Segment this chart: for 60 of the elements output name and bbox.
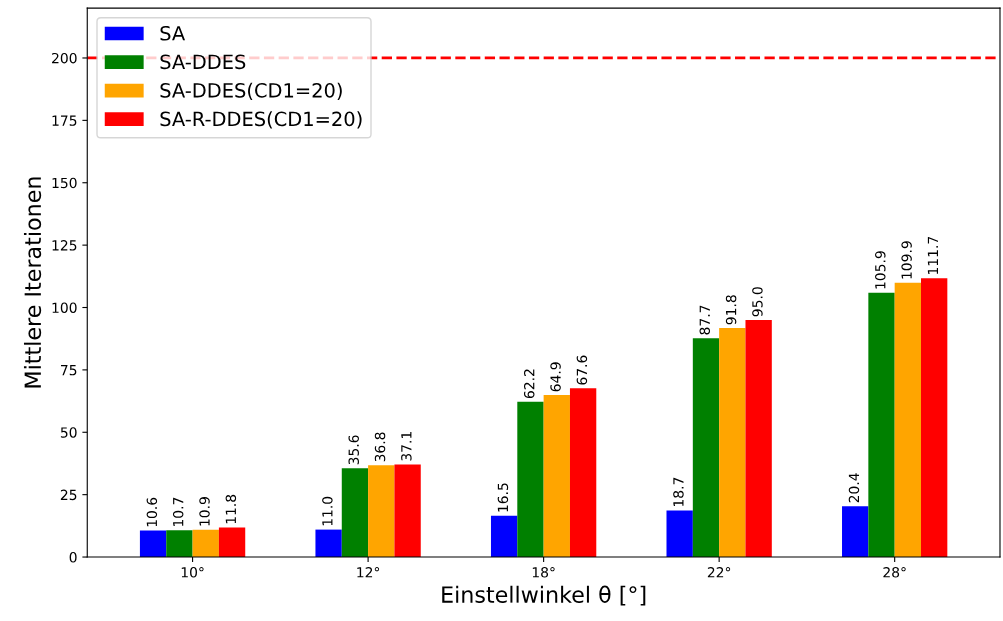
legend-label: SA <box>160 25 186 41</box>
data-label: 91.8 <box>725 295 737 325</box>
y-tick-label: 100 <box>52 302 77 313</box>
bar <box>517 401 544 558</box>
bar <box>842 506 869 558</box>
x-tick-label: 12° <box>357 567 380 578</box>
bar <box>745 319 772 558</box>
bar <box>341 468 369 558</box>
y-tick-label: 150 <box>52 177 77 189</box>
y-tick-label: 50 <box>60 427 77 438</box>
data-label: 20.4 <box>848 473 860 503</box>
data-label: 111.7 <box>927 236 938 275</box>
bar <box>218 527 246 558</box>
data-label: 18.7 <box>673 477 684 507</box>
bar <box>368 465 395 558</box>
y-axis-title: Mittlere Iterationen <box>23 177 42 388</box>
y-tick-label: 125 <box>52 240 77 251</box>
data-label: 64.9 <box>550 362 561 392</box>
legend-label: SA-DDES(CD1=20) <box>160 82 342 100</box>
legend-label: SA-R-DDES(CD1=20) <box>160 111 362 129</box>
y-tick-label: 25 <box>60 489 77 501</box>
legend-label: SA-DDES <box>160 54 246 70</box>
data-label: 10.6 <box>146 497 158 527</box>
data-label: 105.9 <box>875 251 886 289</box>
data-label: 10.9 <box>199 497 210 526</box>
x-axis-title: Einstellwinkel θ [°] <box>442 585 646 606</box>
data-label: 36.8 <box>374 432 386 462</box>
bar <box>719 327 746 558</box>
bar <box>192 529 219 558</box>
bar <box>921 278 948 558</box>
data-label: 11.0 <box>322 496 333 526</box>
data-label: 62.2 <box>523 369 535 399</box>
bar <box>394 464 421 558</box>
y-tick-label: 75 <box>61 365 77 376</box>
bar <box>692 338 720 558</box>
y-tick-label: 200 <box>52 52 77 64</box>
data-label: 95.0 <box>752 287 763 317</box>
data-label: 11.8 <box>225 494 237 524</box>
data-label: 67.6 <box>576 355 588 385</box>
x-tick-label: 28° <box>883 567 906 578</box>
y-tick-label: 175 <box>52 115 77 126</box>
x-tick-label: 10° <box>181 567 204 578</box>
bar <box>894 282 921 558</box>
data-label: 87.7 <box>699 305 711 335</box>
bar <box>569 388 597 558</box>
bar <box>490 515 518 558</box>
bar <box>543 395 570 558</box>
bar <box>315 529 342 558</box>
data-label: 37.1 <box>401 432 412 461</box>
y-tick-label: 0 <box>69 552 77 563</box>
data-label: 10.7 <box>172 497 184 527</box>
x-tick-label: 22° <box>707 567 731 578</box>
bar <box>139 530 167 558</box>
bar <box>166 530 193 558</box>
data-label: 16.5 <box>497 483 509 512</box>
x-tick-label: 18° <box>532 567 555 578</box>
bar <box>868 292 895 558</box>
bar <box>666 510 693 558</box>
data-label: 35.6 <box>348 435 359 465</box>
data-label: 109.9 <box>901 241 912 279</box>
